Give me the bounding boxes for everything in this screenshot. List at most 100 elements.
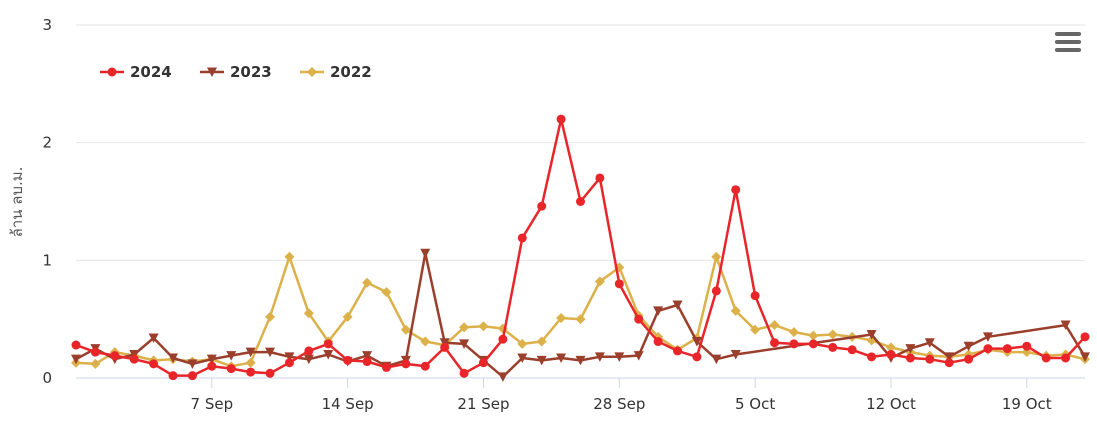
data-point-2023 bbox=[187, 359, 198, 369]
data-point-2024 bbox=[246, 367, 256, 377]
data-point-2022 bbox=[420, 336, 431, 347]
legend-item-2022[interactable]: 2022 bbox=[300, 63, 372, 81]
data-point-2022 bbox=[808, 330, 819, 341]
data-point-2023 bbox=[614, 352, 625, 362]
data-point-2024 bbox=[867, 352, 877, 362]
legend-item-2023[interactable]: 2023 bbox=[200, 63, 272, 81]
data-point-2022 bbox=[750, 324, 761, 335]
data-point-2022 bbox=[556, 312, 567, 323]
data-point-2024 bbox=[187, 371, 197, 381]
data-point-2024 bbox=[420, 361, 430, 371]
data-point-2024 bbox=[750, 291, 760, 301]
data-point-2023 bbox=[536, 355, 547, 366]
data-point-2023 bbox=[265, 347, 276, 358]
data-point-2024 bbox=[207, 361, 217, 371]
data-point-2024 bbox=[983, 344, 993, 354]
data-point-2024 bbox=[556, 114, 566, 124]
legend-label: 2023 bbox=[230, 63, 272, 81]
data-point-2024 bbox=[770, 338, 780, 348]
data-point-2023 bbox=[517, 353, 528, 363]
data-point-2024 bbox=[226, 364, 236, 374]
data-point-2023 bbox=[691, 337, 702, 347]
x-tick-label: 5 Oct bbox=[735, 395, 775, 413]
data-point-2023 bbox=[226, 351, 237, 361]
data-point-2024 bbox=[634, 314, 644, 324]
data-point-2024 bbox=[401, 359, 411, 369]
data-point-2022 bbox=[265, 311, 276, 322]
data-point-2022 bbox=[459, 322, 470, 333]
data-point-2023 bbox=[905, 344, 916, 354]
x-tick-labels: 7 Sep 14 Sep 21 Sep 28 Sep 5 Oct 12 Oct 19 Oct bbox=[191, 395, 1052, 413]
data-point-2022 bbox=[303, 308, 314, 319]
data-point-2023 bbox=[206, 354, 217, 365]
data-point-2022 bbox=[575, 314, 586, 325]
data-point-2022 bbox=[362, 277, 373, 288]
data-point-2024 bbox=[847, 345, 857, 355]
x-tick-label: 12 Oct bbox=[866, 395, 916, 413]
legend-symbol-marker bbox=[307, 67, 317, 77]
legend-symbol-marker bbox=[107, 67, 117, 77]
data-point-2023 bbox=[575, 355, 586, 366]
data-point-2024 bbox=[381, 362, 391, 372]
data-point-2022 bbox=[517, 338, 528, 349]
data-point-2024 bbox=[71, 340, 81, 350]
data-point-2024 bbox=[595, 173, 605, 183]
data-point-2023 bbox=[1080, 352, 1090, 362]
data-point-2024 bbox=[149, 359, 159, 369]
data-point-2023 bbox=[420, 248, 431, 259]
series bbox=[71, 114, 1090, 382]
data-point-2024 bbox=[440, 342, 450, 352]
data-point-2024 bbox=[343, 355, 353, 365]
grid bbox=[76, 24, 1085, 261]
data-point-2022 bbox=[769, 320, 780, 331]
series-line-2024 bbox=[74, 117, 1087, 377]
data-point-2024 bbox=[711, 286, 721, 296]
data-point-2024 bbox=[1002, 344, 1012, 354]
data-point-2023 bbox=[633, 351, 644, 361]
data-point-2022 bbox=[788, 327, 799, 338]
data-point-2022 bbox=[478, 321, 489, 332]
data-point-2023 bbox=[672, 300, 683, 311]
legend-label: 2022 bbox=[330, 63, 372, 81]
data-point-2023 bbox=[497, 372, 508, 382]
data-point-2023 bbox=[303, 354, 314, 365]
x-tick-label: 14 Sep bbox=[322, 395, 374, 413]
data-point-2024 bbox=[1061, 353, 1071, 363]
data-point-2024 bbox=[304, 346, 314, 356]
legend-label: 2024 bbox=[130, 63, 172, 81]
data-point-2024 bbox=[692, 352, 702, 362]
data-point-2023 bbox=[866, 329, 877, 340]
data-point-2023 bbox=[71, 354, 81, 365]
data-point-2023 bbox=[556, 353, 567, 363]
data-point-2022 bbox=[90, 358, 101, 369]
data-point-2023 bbox=[1060, 320, 1071, 331]
data-point-2024 bbox=[265, 368, 275, 378]
data-point-2022 bbox=[711, 251, 722, 262]
y-tick-label: 3 bbox=[42, 16, 52, 34]
data-point-2024 bbox=[828, 342, 838, 352]
data-point-2024 bbox=[284, 358, 294, 368]
data-point-2024 bbox=[498, 334, 508, 344]
data-point-2023 bbox=[323, 349, 334, 360]
y-tick-label: 2 bbox=[42, 134, 52, 152]
y-tick-labels: 0 1 2 3 bbox=[42, 16, 52, 387]
data-point-2022 bbox=[594, 276, 605, 287]
legend-item-2024[interactable]: 2024 bbox=[100, 63, 172, 81]
data-point-2024 bbox=[517, 233, 527, 243]
series-2022 bbox=[71, 251, 1090, 372]
data-point-2024 bbox=[673, 346, 683, 356]
legend: 2024 2023 2022 bbox=[100, 63, 372, 81]
chart-menu-button[interactable] bbox=[1050, 28, 1086, 56]
data-point-2024 bbox=[1022, 341, 1032, 351]
data-point-2023 bbox=[730, 349, 741, 360]
data-point-2023 bbox=[711, 354, 722, 365]
legend-symbol-marker bbox=[207, 67, 217, 77]
y-axis-title: ล้าน ลบ.ม. bbox=[8, 167, 26, 238]
data-point-2023 bbox=[459, 339, 470, 349]
data-point-2023 bbox=[924, 338, 935, 348]
axes: ล้าน ลบ.ม. bbox=[8, 167, 1085, 388]
data-point-2024 bbox=[90, 347, 100, 357]
data-point-2023 bbox=[944, 352, 955, 362]
data-point-2024 bbox=[459, 368, 469, 378]
data-point-2022 bbox=[827, 329, 838, 340]
